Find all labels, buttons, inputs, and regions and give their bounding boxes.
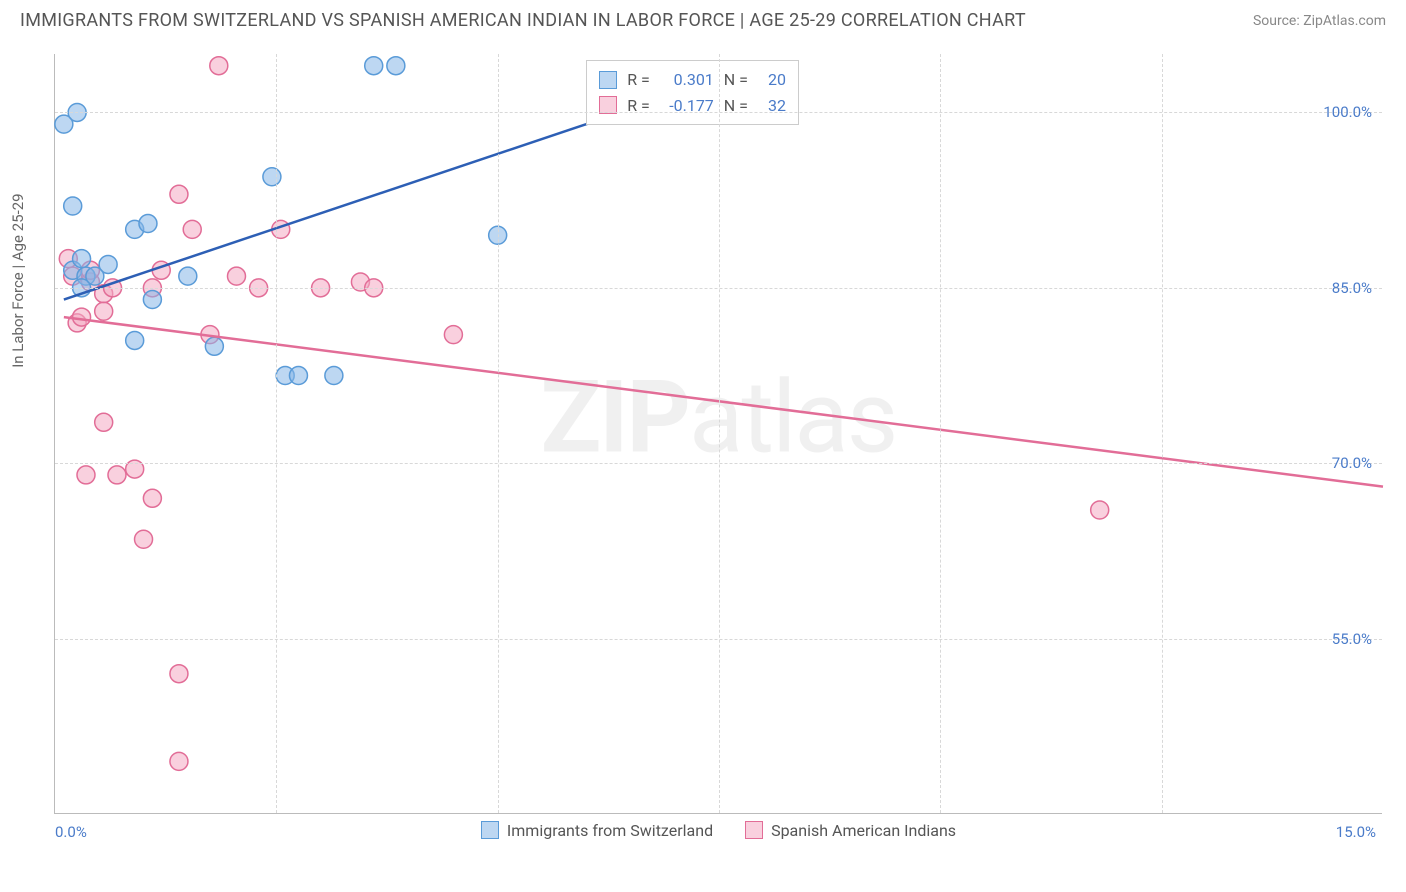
data-point xyxy=(73,250,91,268)
data-point xyxy=(170,752,188,770)
chart-header: IMMIGRANTS FROM SWITZERLAND VS SPANISH A… xyxy=(0,0,1406,39)
legend-row-swiss: R = 0.301 N = 20 xyxy=(599,67,786,93)
data-point xyxy=(210,57,228,75)
legend-item-spanish: Spanish American Indians xyxy=(745,821,956,840)
data-point xyxy=(139,215,157,233)
data-point xyxy=(227,267,245,285)
data-point xyxy=(387,57,405,75)
data-point xyxy=(135,530,153,548)
swatch-spanish xyxy=(745,821,763,839)
data-point xyxy=(73,308,91,326)
n-value-swiss: 20 xyxy=(758,67,786,93)
data-point xyxy=(143,291,161,309)
data-point xyxy=(108,466,126,484)
r-value-swiss: 0.301 xyxy=(660,67,714,93)
swatch-swiss xyxy=(481,821,499,839)
data-point xyxy=(95,302,113,320)
legend-item-swiss: Immigrants from Switzerland xyxy=(481,821,713,840)
swatch-swiss xyxy=(599,71,617,89)
y-tick-label: 85.0% xyxy=(1332,279,1372,297)
data-point xyxy=(170,665,188,683)
chart-plot-area: ZIPatlas R = 0.301 N = 20 R = -0.177 N =… xyxy=(54,54,1382,814)
data-point xyxy=(205,337,223,355)
data-point xyxy=(183,220,201,238)
chart-title: IMMIGRANTS FROM SWITZERLAND VS SPANISH A… xyxy=(20,10,1026,31)
data-point xyxy=(365,57,383,75)
data-point xyxy=(64,197,82,215)
data-point xyxy=(289,367,307,385)
x-tick-label: 15.0% xyxy=(1336,823,1376,841)
data-point xyxy=(170,185,188,203)
data-point xyxy=(77,466,95,484)
gridline-v xyxy=(276,54,277,813)
data-point xyxy=(1091,501,1109,519)
data-point xyxy=(126,331,144,349)
gridline-v xyxy=(1162,54,1163,813)
series-legend: Immigrants from Switzerland Spanish Amer… xyxy=(55,821,1382,844)
correlation-legend: R = 0.301 N = 20 R = -0.177 N = 32 xyxy=(586,60,799,125)
y-axis-label: In Labor Force | Age 25-29 xyxy=(9,193,27,367)
gridline-v xyxy=(940,54,941,813)
data-point xyxy=(444,326,462,344)
data-point xyxy=(179,267,197,285)
data-point xyxy=(263,168,281,186)
y-tick-label: 55.0% xyxy=(1332,630,1372,648)
legend-row-spanish: R = -0.177 N = 32 xyxy=(599,93,786,119)
gridline-v xyxy=(498,54,499,813)
n-value-spanish: 32 xyxy=(758,93,786,119)
gridline-v xyxy=(719,54,720,813)
y-tick-label: 100.0% xyxy=(1323,103,1372,121)
r-value-spanish: -0.177 xyxy=(660,93,714,119)
trend-line xyxy=(64,124,586,299)
data-point xyxy=(99,255,117,273)
trend-line xyxy=(64,317,1383,487)
y-tick-label: 70.0% xyxy=(1332,454,1372,472)
source-label: Source: ZipAtlas.com xyxy=(1253,13,1386,29)
data-point xyxy=(325,367,343,385)
x-tick-label: 0.0% xyxy=(55,823,87,841)
data-point xyxy=(95,413,113,431)
data-point xyxy=(143,489,161,507)
